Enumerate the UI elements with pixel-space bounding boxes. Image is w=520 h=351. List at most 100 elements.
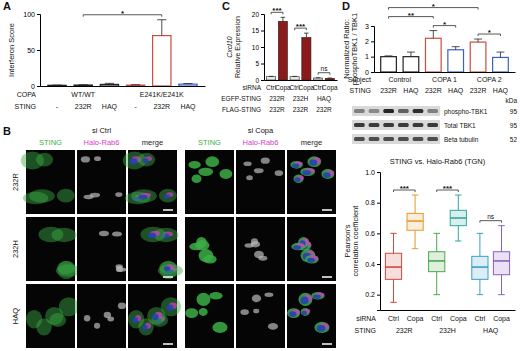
- micrograph: [287, 150, 336, 214]
- y-tick-mark: [261, 47, 264, 48]
- cell-nucleus: [302, 170, 311, 175]
- row-title: EGFP-STING: [221, 95, 261, 102]
- micrograph-frame: [185, 217, 234, 281]
- cell-signal: [275, 170, 284, 176]
- row-label: HAQ: [11, 308, 20, 324]
- y-tick: 0.6: [365, 230, 380, 237]
- microscopy-panel: si CtrlSTINGHalo-Rab6merge232R232HHAQsi …: [11, 126, 336, 348]
- blot-label: phospho-TBK1: [444, 108, 488, 116]
- panel-letter: D: [342, 0, 350, 12]
- box-median: [429, 260, 445, 262]
- micrograph-frame: [128, 150, 177, 214]
- cell-signal: [57, 261, 75, 274]
- y-tick-label: 15: [252, 27, 260, 34]
- error-bar: [269, 76, 274, 77]
- y-axis-title: correlation coefficient: [351, 205, 360, 277]
- row-title: STING: [15, 103, 36, 110]
- cell-signal: [192, 174, 202, 183]
- scale-bar: [322, 343, 332, 345]
- x-tick-label: 232R: [425, 87, 442, 94]
- bar: [153, 36, 171, 86]
- cell-signal: [94, 323, 100, 329]
- significance-label: ns: [487, 213, 495, 220]
- box-median: [472, 266, 488, 268]
- x-axis-line: [265, 80, 338, 81]
- x-tick-label: Ctrl: [474, 315, 485, 322]
- micrograph: [236, 150, 285, 214]
- x-tick: Copa: [322, 84, 338, 92]
- y-tick-label: 1.0: [365, 169, 375, 176]
- blot-band: [427, 137, 438, 141]
- cell-nucleus: [293, 245, 301, 249]
- error-bar: [407, 52, 415, 57]
- cell-nucleus: [164, 266, 170, 271]
- bar: [493, 57, 509, 72]
- cell-signal: [118, 302, 126, 309]
- cell-signal: [321, 169, 334, 179]
- x-tick: Ctrl: [388, 315, 399, 322]
- cell-signal: [314, 322, 329, 333]
- micrograph: [26, 217, 81, 281]
- y-tick-label: 50: [27, 47, 35, 54]
- channel-title: merge: [142, 138, 163, 147]
- cell-signal: [38, 227, 63, 242]
- blot-band: [383, 137, 394, 141]
- y-tick-label: 2: [365, 38, 369, 45]
- x-tick: HAQ: [448, 87, 464, 95]
- y-tick-label: 0.8: [365, 199, 375, 206]
- x-tick-label: Copa: [322, 84, 338, 92]
- blot-strip: [352, 106, 440, 116]
- plot-marks: [385, 195, 509, 302]
- cell-nucleus: [129, 158, 137, 164]
- x-tick-label: Ctrl: [388, 315, 399, 322]
- micrograph: [236, 217, 285, 281]
- x-axis-line: [375, 72, 516, 73]
- y-tick-mark: [37, 14, 40, 15]
- y-tick-mark: [37, 86, 40, 87]
- cell-signal: [287, 308, 300, 318]
- blot-band: [354, 109, 365, 113]
- cell-signal: [300, 168, 315, 176]
- cell-nucleus: [300, 297, 308, 305]
- micrograph: [77, 150, 126, 214]
- x-tick: HAQ: [180, 103, 196, 111]
- scale-bar: [163, 209, 173, 211]
- x-tick-label: HAQ: [493, 87, 509, 95]
- y-tick-mark: [377, 233, 380, 234]
- channel-title: merge: [301, 138, 322, 147]
- bar: [126, 85, 144, 86]
- y-tick: 20: [252, 11, 264, 18]
- x-tick-label: Copa: [407, 315, 424, 323]
- y-axis-title: phosphoTBK1 / TBK1: [350, 13, 359, 85]
- blot-band: [398, 123, 409, 127]
- y-tick: 1: [365, 53, 374, 60]
- cell-nucleus: [309, 160, 317, 166]
- significance-bracket: [318, 73, 330, 75]
- micrograph: [77, 217, 126, 281]
- significance-label: *: [443, 20, 447, 29]
- y-tick-label: 10: [252, 44, 260, 51]
- micrograph-frame: [185, 284, 234, 348]
- y-axis-line: [377, 173, 381, 311]
- micrograph: [77, 284, 126, 348]
- scale-bar: [322, 209, 332, 211]
- condition-title: si Copa: [248, 126, 274, 135]
- cell-signal: [159, 189, 177, 203]
- cell-signal: [112, 232, 122, 237]
- blot-strip: [352, 134, 440, 144]
- cell-signal: [268, 323, 278, 330]
- y-tick-label: 0: [31, 83, 35, 90]
- scale-bar: [163, 343, 173, 345]
- blot-label: Total TBK1: [444, 122, 476, 129]
- x-tick: 232R: [75, 103, 92, 110]
- group-label: HAQ: [483, 327, 499, 335]
- cell-signal: [203, 255, 216, 263]
- y-tick-mark: [261, 31, 264, 32]
- error-bar: [429, 31, 437, 39]
- y-tick-mark: [37, 50, 40, 51]
- y-tick-mark: [377, 203, 380, 204]
- channel-title: STING: [39, 138, 62, 147]
- cell-signal: [99, 231, 109, 236]
- bar: [470, 42, 486, 72]
- y-tick: 0.4: [365, 261, 380, 268]
